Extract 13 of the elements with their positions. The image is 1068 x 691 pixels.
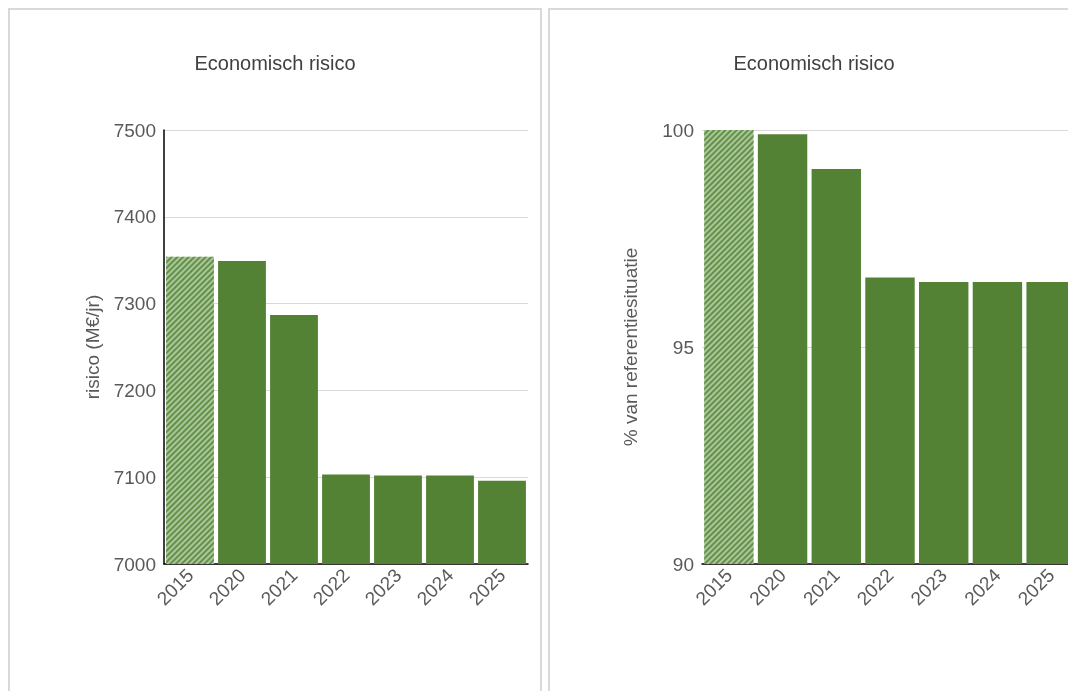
- y-tick-label: 100: [662, 119, 694, 141]
- y-axis-title: % van referentiesituatie: [620, 247, 641, 447]
- y-tick-label: 7000: [113, 553, 156, 575]
- y-tick-label: 7500: [113, 119, 156, 141]
- chart-title: Economisch risico: [194, 52, 356, 74]
- y-tick-label: 90: [672, 553, 694, 575]
- chart-title: Economisch risico: [733, 52, 895, 74]
- y-tick-label: 95: [672, 336, 694, 358]
- y-tick-label: 7200: [113, 379, 156, 401]
- y-tick-label: 7300: [113, 293, 156, 315]
- y-tick-label: 7400: [113, 206, 156, 228]
- y-axis-title: risico (M€/jr): [82, 294, 103, 400]
- y-tick-label: 7100: [113, 466, 156, 488]
